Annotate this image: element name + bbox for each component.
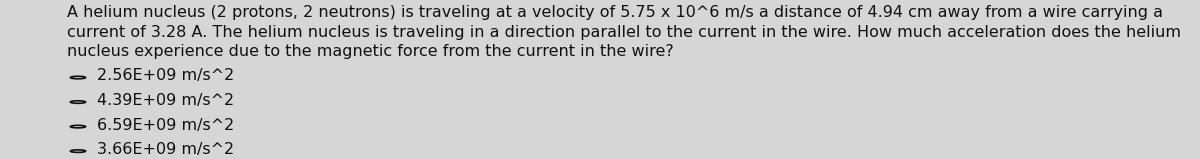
Text: 2.56E+09 m/s^2: 2.56E+09 m/s^2 — [97, 69, 234, 83]
Text: 4.39E+09 m/s^2: 4.39E+09 m/s^2 — [97, 93, 234, 108]
Text: A helium nucleus (2 protons, 2 neutrons) is traveling at a velocity of 5.75 x 10: A helium nucleus (2 protons, 2 neutrons)… — [66, 5, 1181, 59]
Text: 6.59E+09 m/s^2: 6.59E+09 m/s^2 — [97, 118, 234, 132]
Text: 3.66E+09 m/s^2: 3.66E+09 m/s^2 — [97, 142, 234, 157]
